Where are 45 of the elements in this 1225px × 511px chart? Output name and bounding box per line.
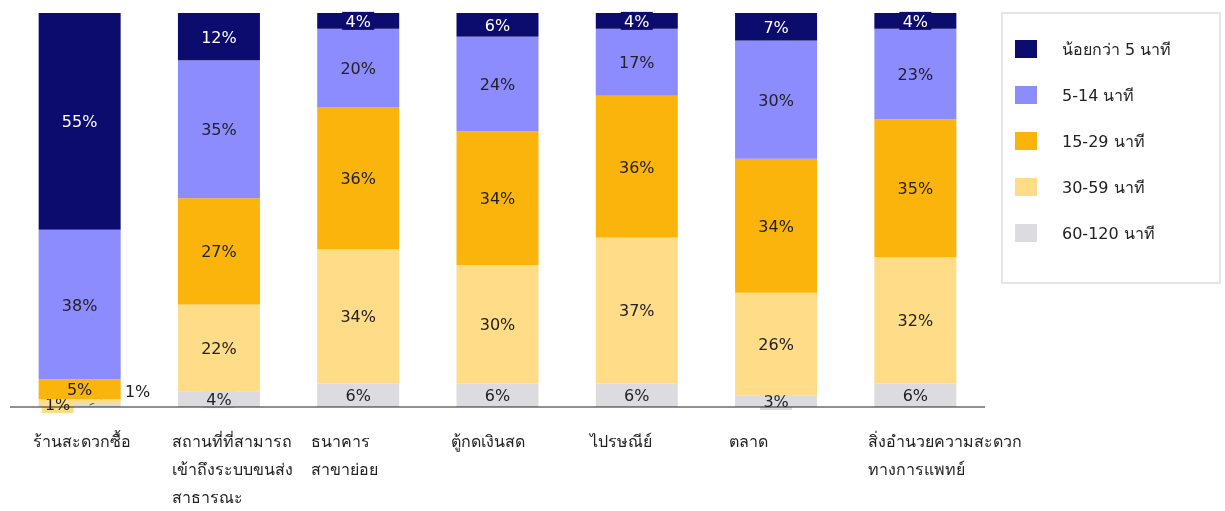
x-tick-label: ร้านสะดวกซื้อ: [32, 430, 131, 451]
legend-label: 5-14 นาที: [1062, 86, 1135, 105]
x-tick-label: ไปรษณีย์: [587, 432, 652, 451]
data-label: 30%: [479, 315, 516, 335]
data-label: 34%: [340, 307, 376, 327]
data-label: 3%: [763, 392, 789, 412]
data-label: 35%: [201, 120, 237, 140]
data-label: 37%: [619, 301, 655, 321]
data-label: 4%: [206, 390, 232, 410]
data-label: 6%: [902, 386, 929, 406]
data-label: 20%: [340, 59, 376, 79]
data-label: 22%: [201, 338, 237, 358]
data-label: 36%: [340, 169, 376, 189]
legend-label: 15-29 นาที: [1062, 132, 1145, 151]
data-label: 26%: [758, 334, 794, 354]
legend-label: 60-120 นาที: [1062, 224, 1155, 243]
data-label: 12%: [201, 27, 237, 47]
x-tick-label: สถานที่ที่สามารถ เข้าถึงระบบขนส่ง สาธารณะ: [171, 430, 293, 507]
data-label: 7%: [763, 17, 789, 37]
x-tick-label: ตลาด: [729, 432, 769, 451]
legend-label: น้อยกว่า 5 นาที: [1062, 40, 1172, 59]
data-label: 55%: [61, 112, 98, 132]
data-label: 35%: [897, 179, 934, 199]
data-label: 6%: [345, 386, 371, 406]
data-label: 36%: [619, 157, 655, 177]
data-label: 6%: [484, 15, 511, 35]
data-label: 4%: [902, 11, 929, 31]
data-label: 30%: [758, 90, 794, 110]
data-label: 24%: [479, 74, 516, 94]
data-label: 4%: [624, 11, 650, 31]
data-label: 27%: [201, 242, 237, 262]
data-label: 4%: [345, 11, 371, 31]
data-label: 6%: [624, 386, 650, 406]
data-label: 6%: [484, 386, 511, 406]
data-label: 32%: [897, 311, 934, 331]
data-label: 17%: [619, 53, 655, 73]
legend-label: 30-59 นาที: [1062, 178, 1145, 197]
data-label: 1%: [124, 382, 151, 402]
x-tick-label: สิ่งอำนวยความสะดวก ทางการแพทย์: [868, 430, 1023, 479]
data-label: 34%: [479, 189, 516, 209]
data-label: 34%: [758, 216, 794, 236]
data-label: 23%: [897, 65, 934, 85]
x-tick-label: ธนาคาร สาขาย่อย: [311, 432, 379, 479]
x-tick-label: ตู้กดเงินสด: [450, 432, 525, 452]
data-label: 38%: [61, 295, 98, 315]
